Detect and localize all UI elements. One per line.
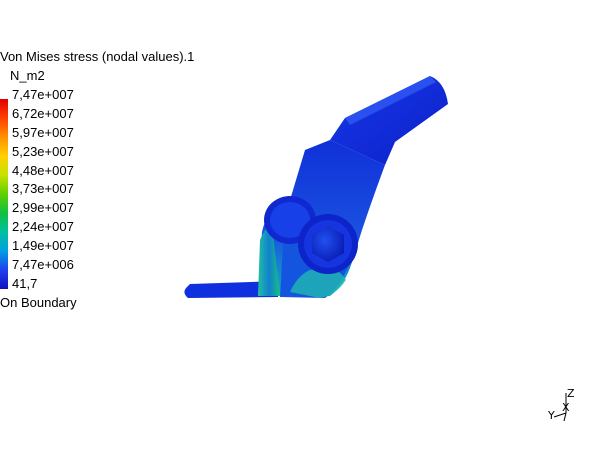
lever-arm xyxy=(330,76,448,165)
legend-value: 3,73e+007 xyxy=(12,181,74,197)
legend-value: 4,48e+007 xyxy=(12,162,74,178)
legend-boundary-label: On Boundary xyxy=(0,295,77,310)
legend-value: 5,97e+007 xyxy=(12,124,74,140)
legend-title: Von Mises stress (nodal values).1 xyxy=(0,49,195,64)
legend-color-bar xyxy=(0,99,8,289)
legend-value: 1,49e+007 xyxy=(12,238,74,254)
base-plate xyxy=(184,281,280,298)
legend-value: 41,7 xyxy=(12,275,38,291)
y-axis-label: Y xyxy=(547,409,555,422)
legend-value: 7,47e+007 xyxy=(12,87,74,102)
z-axis-label: Z xyxy=(567,387,575,400)
x-axis-line xyxy=(563,412,567,422)
legend-value: 6,72e+007 xyxy=(12,105,74,121)
y-axis-line xyxy=(553,412,567,418)
bracket-side-face xyxy=(258,225,280,296)
pivot-boss-rim xyxy=(270,202,310,238)
stress-patch xyxy=(290,267,346,298)
legend-value: 7,47e+006 xyxy=(12,257,74,273)
legend-value: 2,99e+007 xyxy=(12,200,74,216)
x-axis-label: X xyxy=(562,401,570,414)
legend-values: 7,47e+007 6,72e+007 5,97e+007 5,23e+007 … xyxy=(12,86,74,294)
lever-arm-top xyxy=(345,76,436,125)
axis-triad[interactable]: Z Y X xyxy=(540,385,580,425)
legend-unit: N_m2 xyxy=(10,68,45,83)
legend-value: 5,23e+007 xyxy=(12,143,74,159)
legend-value: 2,24e+007 xyxy=(12,219,74,235)
bolt-hex-head xyxy=(312,226,344,262)
